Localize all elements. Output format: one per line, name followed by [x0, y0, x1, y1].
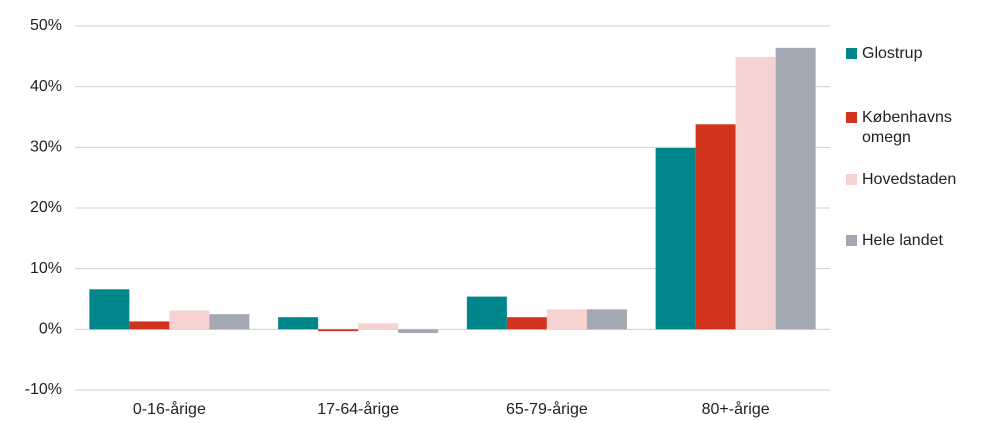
y-tick-label: 30%	[30, 139, 62, 156]
legend-swatch	[846, 112, 857, 123]
bar	[398, 329, 439, 333]
chart: -10% 0% 10% 20% 30% 40% 50% 0-16-årige 17-64-åri…	[25, 17, 830, 418]
bar	[318, 329, 359, 332]
bar	[358, 323, 399, 330]
y-tick-label: 10%	[30, 260, 62, 277]
x-tick-label: 80+-årige	[702, 400, 770, 418]
y-tick-label: 50%	[30, 17, 62, 34]
legend-swatch	[846, 235, 857, 246]
bar	[546, 309, 587, 330]
y-tick-label: -10%	[25, 381, 62, 398]
bar	[89, 289, 130, 330]
x-tick-label: 17-64-årige	[317, 400, 399, 418]
x-tick-label: 65-79-årige	[506, 400, 588, 418]
bar	[735, 56, 776, 330]
bar	[209, 314, 250, 330]
legend-item: Hele landet	[846, 231, 967, 251]
legend-label: Københavns omegn	[862, 109, 952, 146]
bar	[695, 124, 736, 330]
bar	[506, 317, 547, 330]
bar	[466, 296, 507, 330]
y-tick-label: 0%	[39, 321, 62, 338]
bar	[586, 309, 627, 330]
y-tick-label: 40%	[30, 78, 62, 95]
legend-swatch	[846, 174, 857, 185]
legend-item: Hovedstaden	[846, 170, 967, 190]
legend-label: Hovedstaden	[862, 171, 957, 188]
bar	[278, 317, 319, 330]
legend-label: Hele landet	[862, 232, 943, 249]
y-tick-label: 20%	[30, 199, 62, 216]
bar	[169, 310, 210, 330]
bar	[129, 321, 170, 330]
x-tick-label: 0-16-årige	[133, 400, 206, 418]
legend-item: Glostrup	[846, 44, 967, 64]
bar	[775, 47, 816, 330]
bar	[655, 147, 696, 330]
legend-swatch	[846, 48, 857, 59]
legend-label: Glostrup	[862, 45, 923, 62]
legend-item: Københavns omegn	[846, 108, 967, 148]
